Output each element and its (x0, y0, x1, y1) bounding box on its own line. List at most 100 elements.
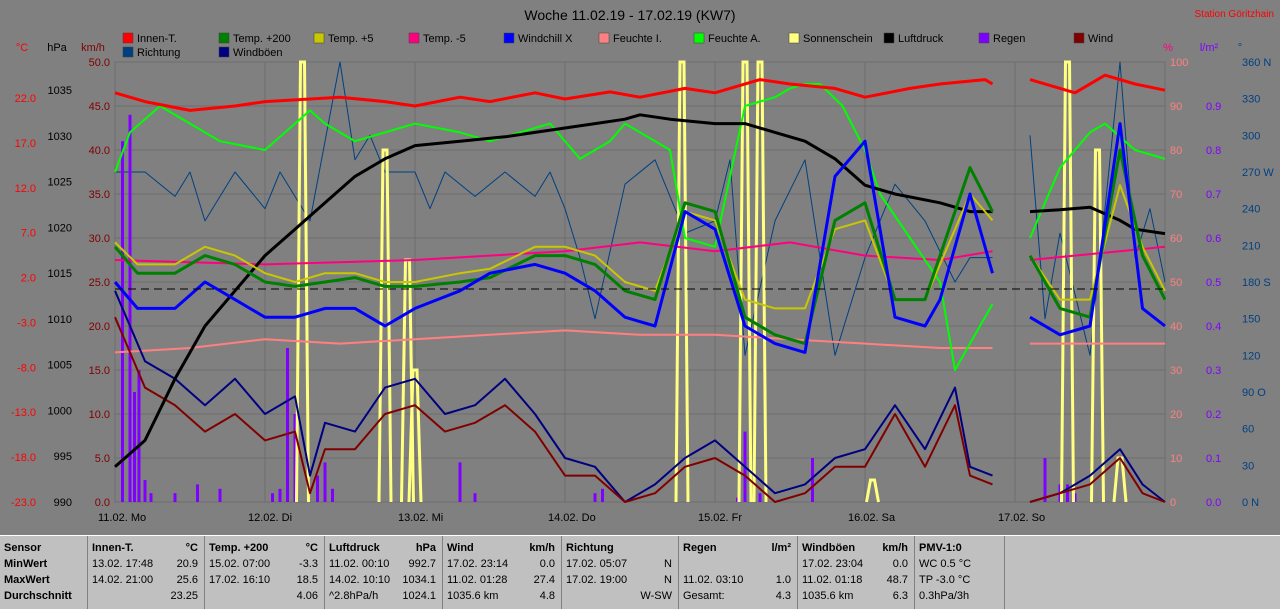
legend-swatch-feuchte-i (598, 32, 610, 44)
stats-cell-value: hPa (415, 542, 436, 554)
day-label: 15.02. Fr (698, 512, 742, 524)
rain-tick: 0.8 (1206, 145, 1221, 157)
unit-pressure: hPa (47, 42, 67, 54)
legend-swatch-regen (978, 32, 990, 44)
direction-tick: 360 N (1242, 57, 1271, 69)
legend-label-luftdruck: Luftdruck (898, 33, 944, 45)
stats-cell-value: °C (185, 542, 198, 554)
legend-swatch-temp-5 (313, 32, 325, 44)
day-label: 12.02. Di (248, 512, 292, 524)
temp-tick: 7.0 (21, 228, 36, 240)
wind-tick: 25.0 (89, 277, 110, 289)
line-luftdruck (1029, 205, 1166, 236)
rain-bar (811, 458, 814, 502)
stats-cell-label: Temp. +200 (209, 542, 269, 554)
line-temp-5 (114, 193, 994, 310)
stats-cell-label: WC 0.5 °C (919, 558, 972, 570)
stats-cell-value: 25.6 (176, 574, 198, 586)
series-wind (114, 316, 1166, 503)
wind-tick: 50.0 (89, 57, 110, 69)
wind-tick: 0.0 (95, 497, 110, 509)
rain-bar (601, 488, 604, 502)
day-label: 11.02. Mo (98, 512, 146, 524)
stats-cell-label: Wind (447, 542, 474, 554)
series-richtung (115, 61, 1166, 356)
rain-bar (1066, 484, 1069, 502)
stats-column-richtung: Richtung 17.02. 05:07 N 17.02. 19:00 N W-SW (562, 536, 679, 609)
stats-cell-label: 11.02. 00:10 (329, 558, 390, 570)
direction-tick: 330 (1242, 94, 1260, 106)
line-windb-en (114, 290, 993, 503)
series-windchill-x (113, 122, 1166, 354)
sunshine-spike (674, 60, 690, 503)
rain-bar (278, 488, 282, 502)
stats-column-innen-t: Innen-T. °C 13.02. 17:48 20.9 14.02. 21:00 25… (88, 536, 205, 609)
pressure-tick: 1000 (48, 405, 72, 417)
sunshine-spike (737, 60, 753, 503)
sunshine-spike (377, 148, 393, 503)
legend-swatch-innen-t (122, 32, 134, 44)
stats-cell-label: Sensor (4, 542, 42, 554)
stats-cell-value: 992.7 (408, 558, 436, 570)
wind-tick: 45.0 (89, 101, 110, 113)
humidity-tick: 0 (1170, 497, 1176, 509)
temp-tick: -8.0 (17, 362, 36, 374)
stats-cell-value: km/h (529, 542, 555, 554)
legend-label-sonnenschein: Sonnenschein (803, 33, 873, 45)
series-feuchte-i (114, 329, 1165, 354)
stats-column-sensor: Sensor MinWert MaxWert Durchschnitt (0, 536, 88, 609)
legend-label-temp-200: Temp. +200 (233, 33, 291, 45)
stats-cell-value: 1.0 (775, 574, 791, 586)
stats-cell-value: 18.5 (296, 574, 318, 586)
unit-rain: l/m² (1200, 42, 1219, 54)
stats-cell-value: 1024.1 (402, 590, 436, 602)
humidity-tick: 100 (1170, 57, 1188, 69)
legend-label-wind: Wind (1088, 33, 1113, 45)
pressure-tick: 1015 (48, 268, 72, 280)
stats-cell-value: 6.3 (892, 590, 908, 602)
unit-wind: km/h (81, 42, 105, 54)
rain-bar (149, 493, 153, 502)
line-feuchte-a (114, 83, 994, 371)
legend-swatch-windchill-x (503, 32, 515, 44)
rain-bar (143, 480, 147, 502)
station-name: Station Göritzhain (1195, 9, 1275, 20)
rain-bar (133, 392, 136, 502)
legend-label-windchill-x: Windchill X (518, 33, 573, 45)
stats-cell-label: Windböen (802, 542, 856, 554)
unit-temp: °C (16, 42, 28, 54)
direction-tick: 120 (1242, 350, 1260, 362)
pressure-tick: 1020 (48, 222, 72, 234)
stats-cell-value: N (664, 558, 672, 570)
stats-cell-label: Innen-T. (92, 542, 134, 554)
legend-swatch-temp-200 (218, 32, 230, 44)
rain-tick: 0.9 (1206, 101, 1221, 113)
stats-cell-label: MaxWert (4, 574, 50, 586)
stats-cell-label: 11.02. 03:10 (683, 574, 744, 586)
stats-cell-value: N (664, 574, 672, 586)
legend-swatch-temp-5 (408, 32, 420, 44)
stats-cell-value: 0.0 (539, 558, 555, 570)
wind-tick: 35.0 (89, 189, 110, 201)
temp-tick: -18.0 (11, 452, 36, 464)
stats-cell-value: l/m² (771, 542, 791, 554)
legend-label-temp-5: Temp. -5 (423, 33, 466, 45)
humidity-tick: 80 (1170, 145, 1182, 157)
direction-tick: 180 S (1242, 277, 1271, 289)
stats-cell-value: 0.0 (892, 558, 908, 570)
sunshine-spike (1090, 148, 1105, 503)
humidity-tick: 60 (1170, 233, 1182, 245)
rain-tick: 0.1 (1206, 453, 1221, 465)
stats-cell-label: Gesamt: (683, 590, 725, 602)
legend-swatch-luftdruck (883, 32, 895, 44)
rain-tick: 0.7 (1206, 189, 1221, 201)
day-label: 16.02. Sa (848, 512, 896, 524)
humidity-tick: 90 (1170, 101, 1182, 113)
series-layer (113, 60, 1167, 503)
unit-direction: ° (1238, 42, 1242, 54)
line-richtung (1029, 61, 1166, 356)
humidity-tick: 30 (1170, 365, 1182, 377)
stats-cell-label: 13.02. 17:48 (92, 558, 154, 570)
sunshine-spike (407, 368, 423, 503)
axis-units: °C hPa km/h% l/m² ° (16, 42, 1242, 54)
